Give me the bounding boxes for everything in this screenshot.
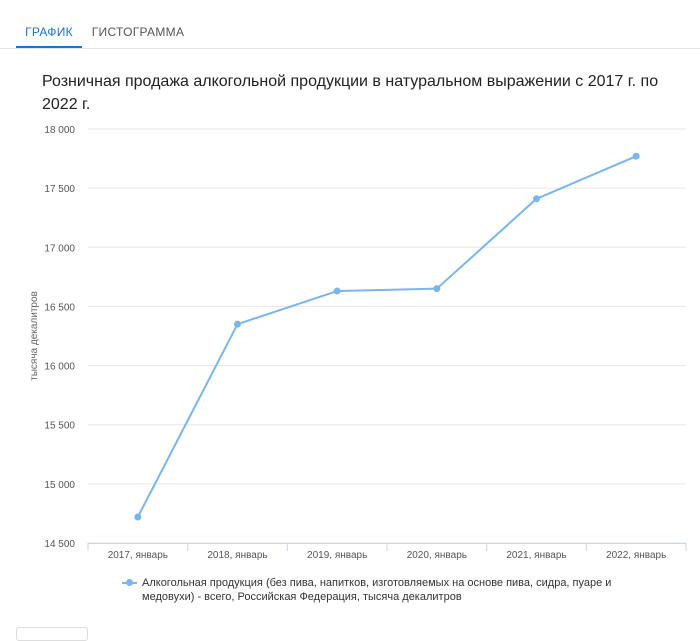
y-tick-label: 17 000 bbox=[44, 243, 75, 254]
chart-tabs: ГРАФИК ГИСТОГРАММА bbox=[0, 0, 700, 49]
x-tick-label: 2018, январь bbox=[207, 550, 267, 561]
y-tick-label: 14 500 bbox=[44, 539, 75, 550]
x-tick-label: 2017, январь bbox=[108, 550, 168, 561]
y-tick-label: 17 500 bbox=[44, 184, 75, 195]
legend-series-label: Алкогольная продукция (без пива, напитко… bbox=[142, 577, 612, 603]
y-tick-label: 16 000 bbox=[44, 362, 75, 373]
y-tick-label: 16 500 bbox=[44, 302, 75, 313]
y-tick-label: 15 000 bbox=[44, 480, 75, 491]
data-point bbox=[433, 285, 441, 293]
x-tick-label: 2020, январь bbox=[407, 550, 467, 561]
x-tick-label: 2019, январь bbox=[307, 550, 367, 561]
data-point bbox=[632, 152, 640, 160]
tab-chart[interactable]: ГРАФИК bbox=[16, 0, 82, 48]
y-axis-title: тысяча декалитров bbox=[29, 291, 40, 381]
data-point bbox=[533, 195, 540, 203]
export-button[interactable] bbox=[16, 627, 88, 641]
data-point bbox=[333, 287, 341, 295]
chart-title: Розничная продажа алкогольной продукции … bbox=[42, 73, 659, 113]
legend-dot-marker bbox=[126, 579, 133, 586]
data-point bbox=[134, 513, 142, 521]
x-tick-label: 2021, январь bbox=[506, 550, 566, 561]
line-chart: 14 500 15 000 15 500 16 000 16 500 17 000 17 5… bbox=[29, 125, 687, 561]
tab-histogram[interactable]: ГИСТОГРАММА bbox=[91, 25, 185, 39]
chart-legend[interactable]: Алкогольная продукция (без пива, напитко… bbox=[122, 576, 626, 604]
series-line bbox=[136, 155, 637, 518]
data-point bbox=[234, 320, 241, 328]
y-tick-label: 15 500 bbox=[44, 421, 75, 432]
x-tick-label: 2022, январь bbox=[606, 550, 666, 561]
y-tick-label: 18 000 bbox=[44, 125, 75, 136]
